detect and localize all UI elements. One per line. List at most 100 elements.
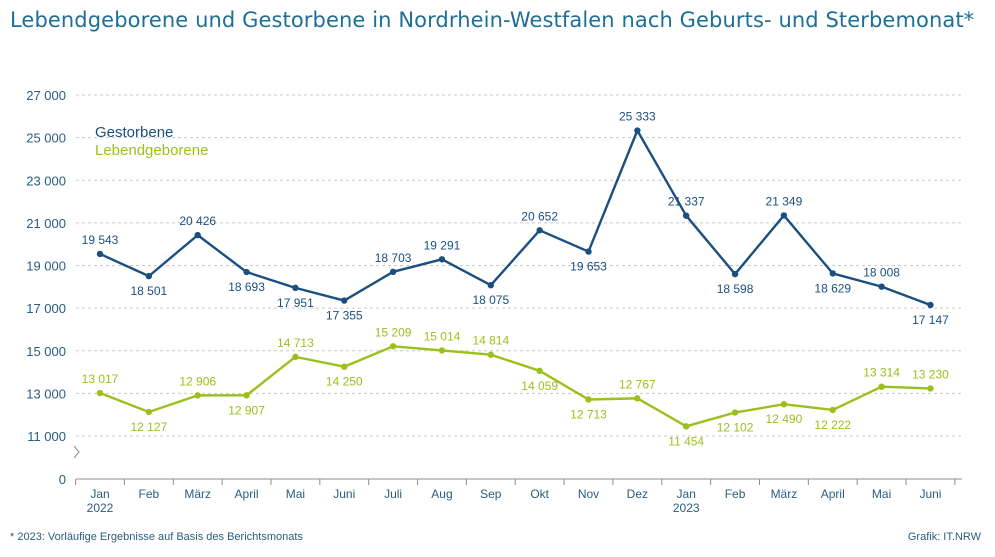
credit-label: Grafik: IT.NRW [907,531,981,543]
data-point-gestorbene [243,268,250,276]
data-label-gestorbene: 19 543 [82,233,119,247]
data-label-lebendgeborene: 12 490 [766,412,803,426]
data-label-lebendgeborene: 14 059 [521,379,558,393]
x-tick-label: Mai [286,487,305,501]
data-point-gestorbene [96,250,104,258]
data-point-gestorbene [683,212,690,219]
data-point-gestorbene [292,284,299,292]
x-tick-label: März [184,487,211,501]
data-label-lebendgeborene: 12 102 [717,421,754,435]
x-tick-label: Jan [90,487,109,501]
data-label-gestorbene: 18 693 [228,280,265,294]
x-tick-label: April [235,487,259,501]
data-label-gestorbene: 20 426 [179,214,216,228]
data-label-lebendgeborene: 14 814 [472,334,509,348]
data-point-gestorbene [731,270,739,278]
data-point-gestorbene [536,227,543,234]
data-label-gestorbene: 18 629 [814,281,851,295]
data-label-lebendgeborene: 13 230 [912,367,949,381]
data-point-lebendgeborene [96,389,104,397]
data-label-lebendgeborene: 13 017 [82,372,119,386]
data-label-gestorbene: 17 951 [277,296,314,310]
data-point-lebendgeborene [536,367,543,375]
data-point-lebendgeborene [194,392,201,399]
data-label-lebendgeborene: 12 127 [130,420,167,434]
x-tick-label: Aug [431,487,452,501]
data-label-gestorbene: 17 355 [326,309,363,323]
y-tick-label: 15 000 [26,344,66,359]
data-label-lebendgeborene: 12 906 [179,374,216,388]
x-tick-label: Sep [480,487,502,501]
y-tick-label: 17 000 [26,301,66,316]
x-tick-label: Juni [333,487,355,501]
data-point-gestorbene [634,127,641,134]
data-point-lebendgeborene [927,385,934,392]
x-tick-label: Jan [677,487,696,501]
x-tick-label: Juni [919,487,941,501]
data-point-gestorbene [829,270,836,277]
y-tick-label: 11 000 [27,429,66,444]
data-point-gestorbene [780,212,788,219]
data-label-gestorbene: 18 008 [863,266,900,280]
data-label-gestorbene: 19 291 [424,238,461,252]
data-point-gestorbene [438,256,446,263]
data-point-lebendgeborene [829,406,836,414]
y-tick-label: 27 000 [26,88,66,103]
x-tick-label: Okt [530,487,549,501]
x-tick-label: Feb [139,487,160,501]
x-tick-label: Juli [384,487,402,501]
data-label-lebendgeborene: 12 907 [228,403,265,417]
series-line-lebendgeborene [99,345,931,428]
data-label-gestorbene: 25 333 [619,110,656,124]
data-point-lebendgeborene [487,351,494,358]
data-label-lebendgeborene: 12 767 [619,377,656,391]
data-label-gestorbene: 18 075 [472,293,509,307]
legend-lebendgeborene: Lebendgeborene [95,142,208,159]
footnote: * 2023: Vorläufige Ergebnisse auf Basis … [10,531,303,543]
x-tick-label: Nov [578,487,599,501]
series-line-gestorbene [99,129,931,307]
data-label-gestorbene: 20 652 [521,209,558,223]
data-point-lebendgeborene [585,396,592,403]
data-point-lebendgeborene [683,423,690,430]
data-label-lebendgeborene: 13 314 [863,366,900,380]
x-year-label: 2022 [87,501,114,515]
data-point-lebendgeborene [341,363,348,370]
data-point-lebendgeborene [634,395,641,402]
chart-title: Lebendgeborene und Gestorbene in Nordrhe… [10,8,975,32]
data-point-lebendgeborene [145,408,153,416]
data-point-gestorbene [145,272,153,280]
data-label-gestorbene: 18 598 [717,282,754,296]
x-tick-label: Mai [872,487,891,501]
y-tick-label: 21 000 [26,216,66,231]
data-label-lebendgeborene: 12 222 [814,418,851,432]
data-label-gestorbene: 18 501 [130,284,167,298]
x-tick-label: Feb [725,487,746,501]
y-tick-label: 25 000 [26,131,66,146]
data-label-lebendgeborene: 15 209 [375,325,412,339]
data-label-gestorbene: 19 653 [570,260,607,274]
data-point-lebendgeborene [438,347,446,354]
data-label-lebendgeborene: 14 713 [277,336,314,350]
y-tick-label: 0 [59,472,66,487]
y-tick-label: 13 000 [26,386,66,401]
data-point-gestorbene [878,283,885,290]
axis-break-marker [73,445,80,459]
data-label-lebendgeborene: 12 713 [570,407,607,421]
data-point-lebendgeborene [878,383,885,390]
data-label-lebendgeborene: 15 014 [424,329,461,343]
data-label-lebendgeborene: 14 250 [326,375,363,389]
data-label-gestorbene: 18 703 [375,251,412,265]
x-tick-label: Dez [627,487,648,501]
data-point-lebendgeborene [243,392,250,399]
data-point-lebendgeborene [389,343,397,350]
data-label-gestorbene: 21 349 [766,194,803,208]
x-tick-label: März [771,487,798,501]
data-point-lebendgeborene [780,401,788,408]
data-label-gestorbene: 21 337 [668,195,705,209]
data-point-lebendgeborene [731,409,739,416]
data-point-gestorbene [341,297,348,304]
y-tick-label: 19 000 [26,259,66,274]
data-point-gestorbene [194,231,201,239]
